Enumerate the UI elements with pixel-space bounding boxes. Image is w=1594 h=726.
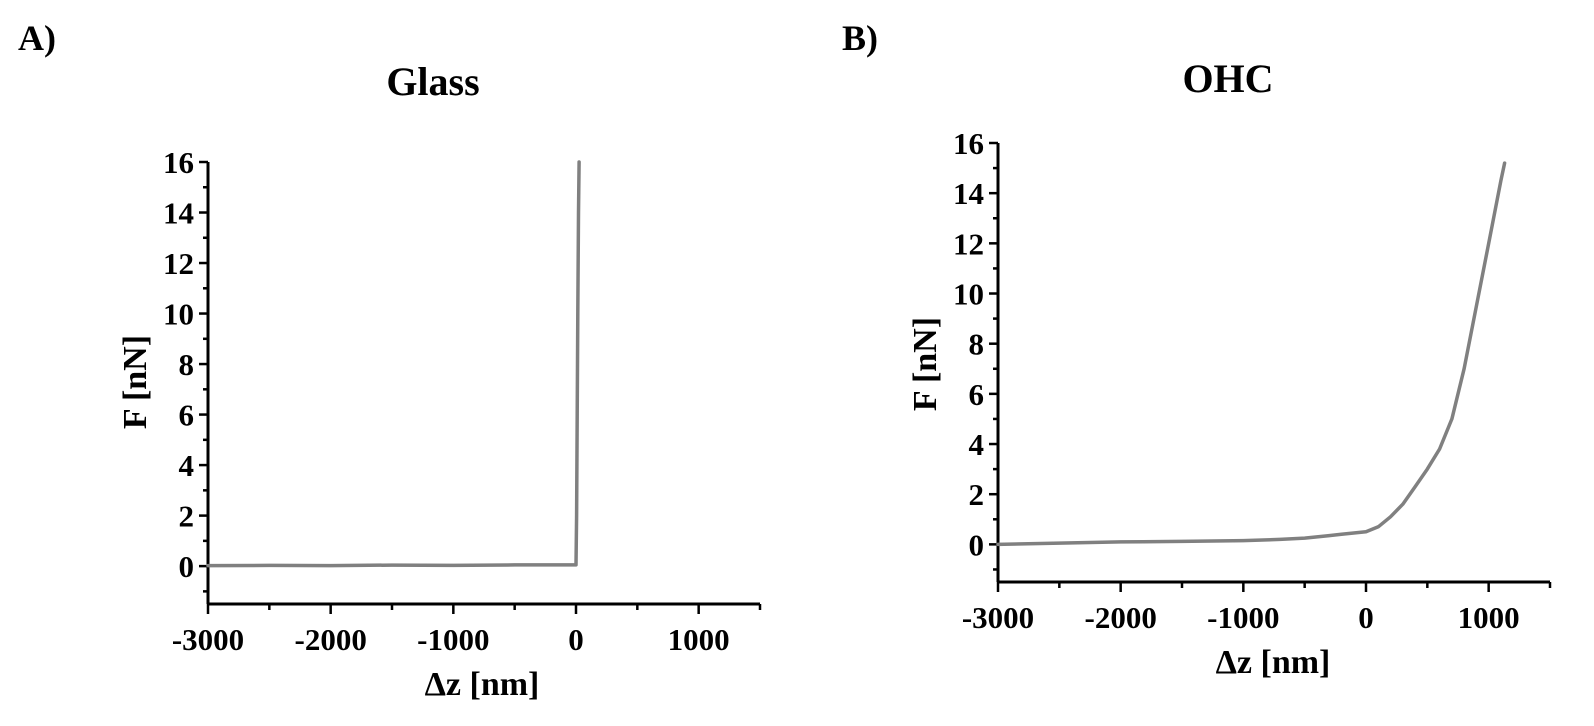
x-tick-label-ohc: -3000: [962, 600, 1034, 635]
y-axis-label-ohc: F [nN]: [907, 317, 944, 411]
y-tick-label-ohc: 10: [953, 277, 984, 312]
chart-title-glass: Glass: [386, 59, 479, 104]
y-tick-label-glass: 4: [179, 448, 195, 483]
y-tick-label-glass: 14: [163, 196, 194, 231]
x-tick-label-glass: -1000: [417, 622, 489, 657]
panel-label-a: A): [18, 18, 56, 58]
y-tick-label-glass: 0: [179, 549, 195, 584]
x-tick-label-ohc: 0: [1358, 600, 1374, 635]
x-axis-label-ohc: Δz [nm]: [1216, 644, 1331, 681]
x-tick-label-ohc: -1000: [1207, 600, 1279, 635]
x-tick-label-ohc: 1000: [1458, 600, 1520, 635]
force-curve-ohc: [996, 161, 1507, 547]
y-tick-label-ohc: 8: [969, 327, 985, 362]
x-tick-label-glass: -3000: [172, 622, 244, 657]
x-tick-label-glass: 0: [568, 622, 584, 657]
panel-label-b: B): [842, 18, 878, 58]
axes-ohc: 0 2 4 6 8 10 12 14 16 -3000 -2000 -1000 0 1000: [953, 126, 1552, 635]
force-curve-glass: [206, 160, 581, 568]
x-tick-label-glass: 1000: [668, 622, 730, 657]
y-tick-label-glass: 8: [179, 347, 195, 382]
y-axis-label-glass: F [nN]: [117, 335, 154, 429]
y-tick-label-ohc: 12: [953, 226, 984, 261]
y-tick-label-glass: 16: [163, 145, 194, 180]
y-tick-label-ohc: 16: [953, 126, 984, 161]
y-tick-label-ohc: 0: [969, 527, 985, 562]
x-tick-label-ohc: -2000: [1085, 600, 1157, 635]
y-tick-label-glass: 12: [163, 246, 194, 281]
chart-title-ohc: OHC: [1182, 56, 1273, 101]
y-tick-label-ohc: 6: [969, 377, 985, 412]
y-tick-label-ohc: 4: [969, 427, 985, 462]
axes-glass: 0 2 4 6 8 10 12 14 16 -3000 -2000 -1000 0 1000: [163, 145, 762, 657]
x-tick-label-glass: -2000: [295, 622, 367, 657]
y-tick-label-ohc: 2: [969, 477, 985, 512]
x-axis-label-glass: Δz [nm]: [425, 666, 540, 703]
y-tick-label-glass: 10: [163, 297, 194, 332]
panel-ohc: B) OHC 0 2 4 6 8 10 12 14 16 -3000 -2000 -1000 0 1000…: [842, 18, 1552, 681]
y-tick-label-ohc: 14: [953, 176, 984, 211]
panel-glass: A) Glass 0 2 4 6 8 10 12 14 16 -3000 -2000 -1000 0 10…: [18, 18, 762, 703]
y-tick-label-glass: 6: [179, 398, 195, 433]
y-tick-label-glass: 2: [179, 499, 195, 534]
